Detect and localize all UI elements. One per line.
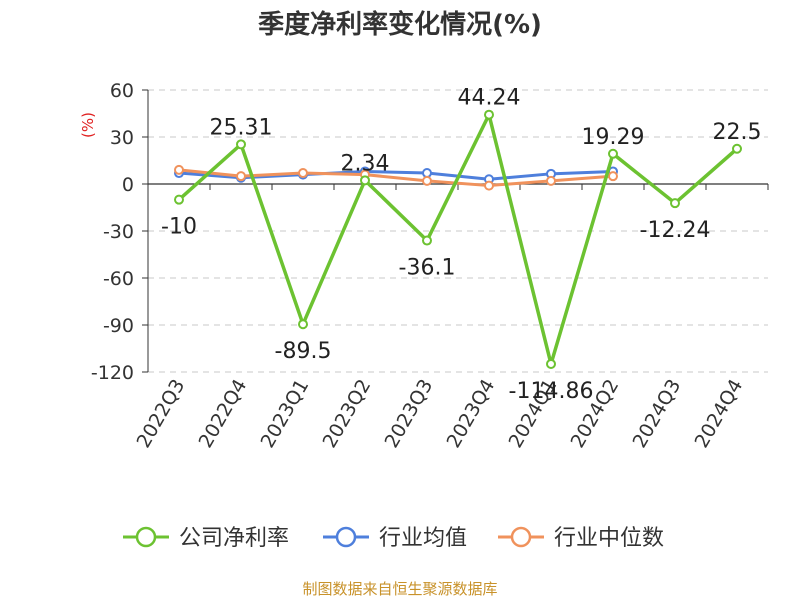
legend-marker-icon [135,526,157,548]
series-lines [174,109,742,369]
data-label: 25.31 [210,115,273,140]
y-tick-label: 30 [110,127,134,149]
data-label: -10 [161,215,197,240]
chart-title: 季度净利率变化情况(%) [258,9,542,40]
data-label: 44.24 [458,86,521,111]
data-point [360,175,370,186]
x-tick-label: 2022Q4 [195,376,252,452]
data-point [608,171,618,182]
data-point [174,164,184,175]
data-label: 19.29 [582,125,645,150]
y-axis-unit: (%) [79,112,97,138]
x-tick-label: 2023Q1 [257,376,314,452]
y-tick-label: 0 [122,174,134,196]
y-tick-label: -90 [103,315,134,337]
legend-item[interactable]: 行业均值 [323,526,467,551]
y-tick-label: -60 [103,268,134,290]
legend-label: 行业中位数 [554,526,664,551]
legend-marker-icon [335,526,357,548]
x-tick-labels: 2022Q3 2022Q4 2023Q1 2023Q2 2023Q3 2023Q4 2024… [133,376,748,452]
data-point [484,109,494,120]
y-tick-label: 60 [110,80,134,102]
data-point [298,168,308,179]
x-tick-label: 2023Q2 [319,376,376,452]
data-label: -114.86 [509,379,594,404]
legend-label: 行业均值 [379,526,467,551]
data-point [732,143,742,154]
data-point [422,175,432,186]
data-point [608,148,618,159]
source-note: 制图数据来自恒生聚源数据库 [302,580,497,598]
series-line [177,112,739,366]
data-label: -12.24 [640,218,711,243]
x-tick-label: 2022Q3 [133,376,190,452]
x-tick-label: 2023Q4 [443,376,500,452]
x-tick-label: 2024Q3 [629,376,686,452]
legend-item[interactable]: 公司净利率 [123,526,289,551]
legend-item[interactable]: 行业中位数 [498,526,664,551]
data-point [422,235,432,246]
data-point [670,198,680,209]
data-labels: -10 25.31 -89.5 2.34 -36.1 44.24 -114.86 19.29 -… [161,86,761,404]
data-point [484,180,494,191]
data-point [422,168,432,179]
data-label: 22.5 [713,120,762,145]
legend[interactable]: 公司净利率 行业均值 行业中位数 [123,526,664,551]
x-tick-label: 2024Q4 [691,376,748,452]
data-point [546,175,556,186]
data-label: -89.5 [275,339,332,364]
data-label: 2.34 [341,151,390,176]
data-point [298,319,308,330]
x-tick-label: 2023Q3 [381,376,438,452]
data-point [236,171,246,182]
data-point [174,194,184,205]
y-tick-label: -120 [91,362,134,384]
legend-marker-icon [510,526,532,548]
data-point [546,358,556,369]
legend-label: 公司净利率 [179,526,289,551]
data-point [236,139,246,150]
data-label: -36.1 [399,256,456,281]
y-tick-labels: 60 30 0 -30 -60 -90 -120 [91,80,134,384]
y-tick-label: -30 [103,221,134,243]
